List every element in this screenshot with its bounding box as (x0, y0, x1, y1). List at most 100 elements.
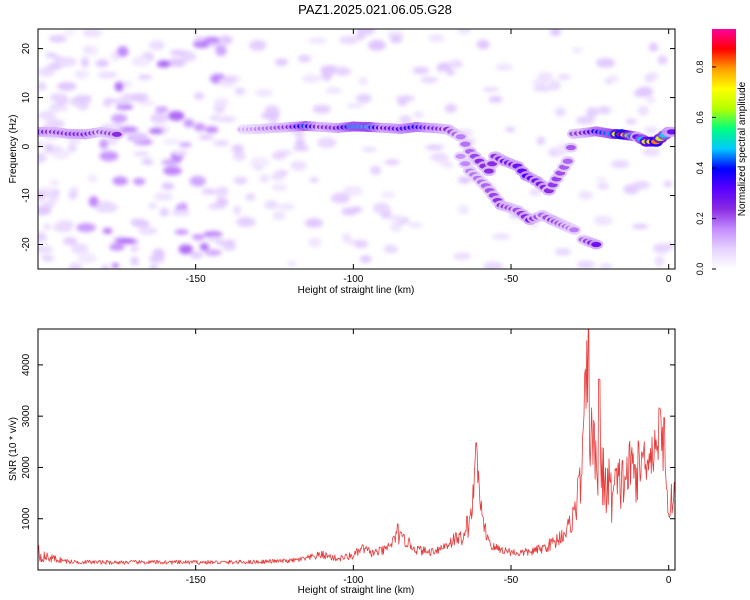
x-tick-label: -50 (504, 575, 519, 586)
heatmap-cell (153, 192, 173, 201)
heatmap-cell (148, 202, 158, 209)
heatmap-cell (372, 202, 391, 214)
heatmap-cell (232, 205, 242, 215)
heatmap-cell (132, 220, 151, 228)
heatmap-cell (111, 113, 128, 123)
heatmap-cell (575, 116, 595, 125)
heatmap-cell (554, 107, 566, 117)
heatmap-cell (607, 74, 619, 83)
heatmap-cell (663, 180, 673, 188)
heatmap-cell (148, 40, 165, 51)
heatmap-cell (654, 256, 665, 267)
heatmap-cell (41, 254, 53, 261)
heatmap-cell (207, 236, 223, 243)
heatmap-cell (38, 205, 52, 216)
heatmap-cell (216, 186, 229, 197)
heatmap-cell (80, 56, 90, 68)
heatmap-cell (199, 242, 209, 251)
heatmap-cell (596, 183, 610, 190)
heatmap-cell (217, 115, 237, 123)
heatmap-cell (370, 165, 382, 175)
heatmap-cell (141, 158, 154, 166)
heatmap-cell (571, 47, 583, 53)
heatmap-cell (102, 227, 113, 235)
heatmap-cell (593, 215, 613, 226)
heatmap-cell (152, 248, 165, 260)
x-tick-label: -150 (186, 575, 206, 586)
heatmap-cell (339, 35, 359, 45)
heatmap-cell (367, 39, 386, 51)
heatmap-cell (388, 215, 407, 222)
heatmap-cell (38, 152, 47, 164)
heatmap-cell (457, 204, 469, 215)
heatmap-cell (82, 29, 103, 38)
heatmap-cell (412, 66, 430, 75)
snr-series-line (38, 329, 675, 565)
heatmap-cell (325, 86, 342, 95)
heatmap-cell (224, 239, 236, 246)
heatmap-cell (38, 82, 47, 91)
heatmap-cell (131, 56, 151, 67)
x-tick-label: 0 (666, 575, 672, 586)
heatmap-cell (495, 63, 513, 71)
heatmap-cell (88, 196, 99, 207)
heatmap-cell (201, 188, 218, 195)
heatmap-cell (95, 59, 109, 68)
heatmap-cell (49, 179, 60, 187)
heatmap-cell (488, 95, 503, 103)
heatmap-cell (666, 129, 675, 135)
heatmap-cell (101, 264, 110, 269)
heatmap-cell (455, 153, 466, 159)
heatmap-cell (232, 150, 246, 161)
heatmap-cell (231, 144, 244, 154)
colorbar-tick-label: 0.2 (695, 212, 705, 225)
heatmap-cell (109, 243, 125, 251)
heatmap-cell (49, 103, 62, 112)
heatmap-cell (222, 243, 237, 251)
heatmap-cell (333, 66, 352, 76)
heatmap-cell (38, 141, 45, 147)
heatmap-cell (74, 94, 92, 103)
heatmap-cell (67, 143, 77, 153)
heatmap-cell (169, 50, 187, 56)
heatmap-cell (45, 119, 65, 130)
heatmap-cell (264, 200, 278, 210)
heatmap-cell (198, 134, 214, 140)
heatmap-ridge (38, 120, 675, 196)
heatmap-cell (287, 261, 298, 267)
heatmap-cell (68, 190, 78, 200)
heatmap-cell (596, 57, 616, 68)
x-tick-label: -50 (504, 274, 519, 285)
heatmap-cell (99, 202, 118, 213)
heatmap-cell (77, 253, 97, 264)
figure-title: PAZ1.2025.021.06.05.G28 (298, 2, 452, 17)
heatmap-cell (596, 106, 612, 115)
heatmap-cell (183, 118, 195, 128)
heatmap-cell (250, 157, 270, 167)
heatmap-cell (632, 181, 650, 190)
heatmap-cell (149, 263, 159, 269)
heatmap-cell (317, 137, 337, 148)
heatmap-cell (114, 97, 131, 106)
colorbar-tick-label: 0.0 (695, 263, 705, 276)
heatmap-cell (178, 244, 193, 255)
heatmap-cell (150, 112, 169, 124)
heatmap-cell (550, 29, 561, 37)
heatmap-cell (529, 188, 542, 196)
heatmap-cell (343, 185, 363, 196)
heatmap-cell (476, 39, 490, 50)
heatmap-cell (104, 97, 116, 104)
snr-y-ticks: 1000 2000 3000 4000 (21, 353, 675, 530)
heatmap-cell (154, 106, 169, 114)
heatmap-cell (38, 110, 56, 121)
heatmap-cell (342, 233, 352, 243)
heatmap-cell (42, 223, 52, 230)
heatmap-cell (437, 158, 451, 165)
x-tick-label: 0 (666, 274, 672, 285)
heatmap-cell (408, 222, 423, 228)
heatmap-cell (99, 138, 109, 150)
heatmap-cell (657, 55, 668, 65)
heatmap-cell (62, 29, 76, 36)
heatmap-cell (301, 74, 322, 83)
heatmap-cell (591, 241, 602, 248)
